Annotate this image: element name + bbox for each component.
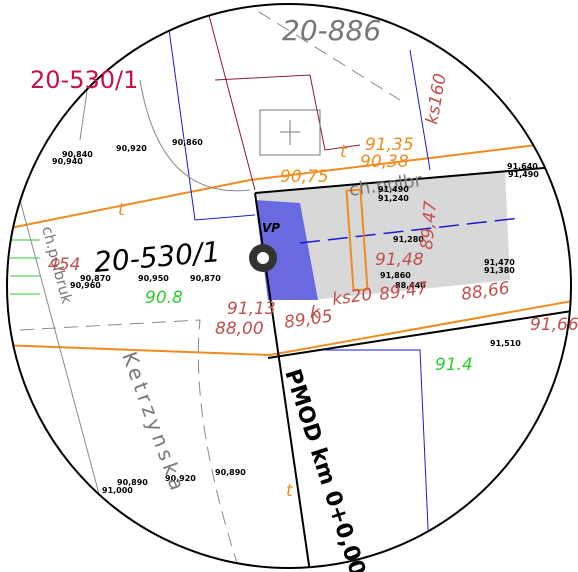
elevation: 90,860 (172, 138, 203, 147)
cross (280, 120, 300, 145)
label: 90,75 (280, 167, 329, 187)
elevation: 91,860 (380, 271, 411, 280)
label: 454 (48, 255, 80, 275)
well (257, 252, 269, 264)
hatch (10, 239, 40, 295)
elevation: 91,640 (507, 162, 538, 171)
edge (254, 164, 571, 194)
parcel (325, 349, 431, 568)
label: 89,47 (417, 200, 441, 250)
parcel (409, 49, 431, 171)
elevation: 90,920 (116, 144, 147, 153)
elevation: 90,840 (62, 150, 93, 159)
road-area (255, 170, 510, 300)
label: t (340, 142, 348, 162)
view-circle (6, 3, 572, 569)
elevation: 90,940 (52, 157, 83, 166)
elevation: 91,490 (378, 185, 409, 194)
label: 90.8 (145, 288, 183, 308)
elevation: 91,000 (102, 486, 133, 495)
fence (345, 188, 369, 292)
axis (299, 217, 521, 244)
elevation: 90,890 (215, 468, 246, 477)
label: t (118, 200, 126, 220)
pmod-label: PMOD km 0+0,00 (279, 366, 369, 572)
label: ks20 (331, 285, 374, 310)
label: 91,35 (365, 135, 414, 155)
boundary (204, 4, 256, 191)
building (259, 109, 321, 156)
elevation: 91,470 (484, 258, 515, 267)
label: 89,05 (283, 306, 334, 333)
vp-area (255, 200, 318, 300)
label: t (286, 481, 294, 501)
label: VP (262, 221, 280, 235)
parcel-label: 20-530/1 (93, 235, 222, 279)
street-label: Ketrzynska (117, 349, 191, 498)
elevation: 90,950 (138, 274, 169, 283)
label: 91,66 (530, 315, 578, 335)
elevation: 91,510 (490, 339, 521, 348)
line-t (7, 139, 571, 231)
elevation: 90,960 (70, 281, 101, 290)
parcel (164, 4, 256, 221)
label: k (310, 303, 321, 323)
elevation: 90,920 (165, 474, 196, 483)
elevation: 90,870 (80, 274, 111, 283)
label: ks160 (422, 72, 451, 126)
elevation: 91,380 (484, 266, 515, 275)
curb (19, 4, 401, 568)
line-t (7, 299, 571, 357)
elevation: 90,870 (190, 274, 221, 283)
label: 88,00 (215, 319, 264, 339)
parcel-label: 20-530/1 (30, 66, 138, 94)
elevation: 91,240 (378, 194, 409, 203)
elevation: 91,280 (393, 235, 424, 244)
elevation: 90,890 (117, 478, 148, 487)
elevation: 91,490 (508, 170, 539, 179)
label: 91,48 (375, 250, 424, 270)
parcel-label: 20-886 (282, 14, 381, 47)
label: 91.4 (435, 355, 473, 375)
elevation: 88,440 (395, 281, 426, 290)
boundary (214, 74, 361, 151)
label: 90,38 (360, 152, 409, 172)
label: 91,13 (227, 299, 276, 319)
edge (267, 309, 571, 359)
